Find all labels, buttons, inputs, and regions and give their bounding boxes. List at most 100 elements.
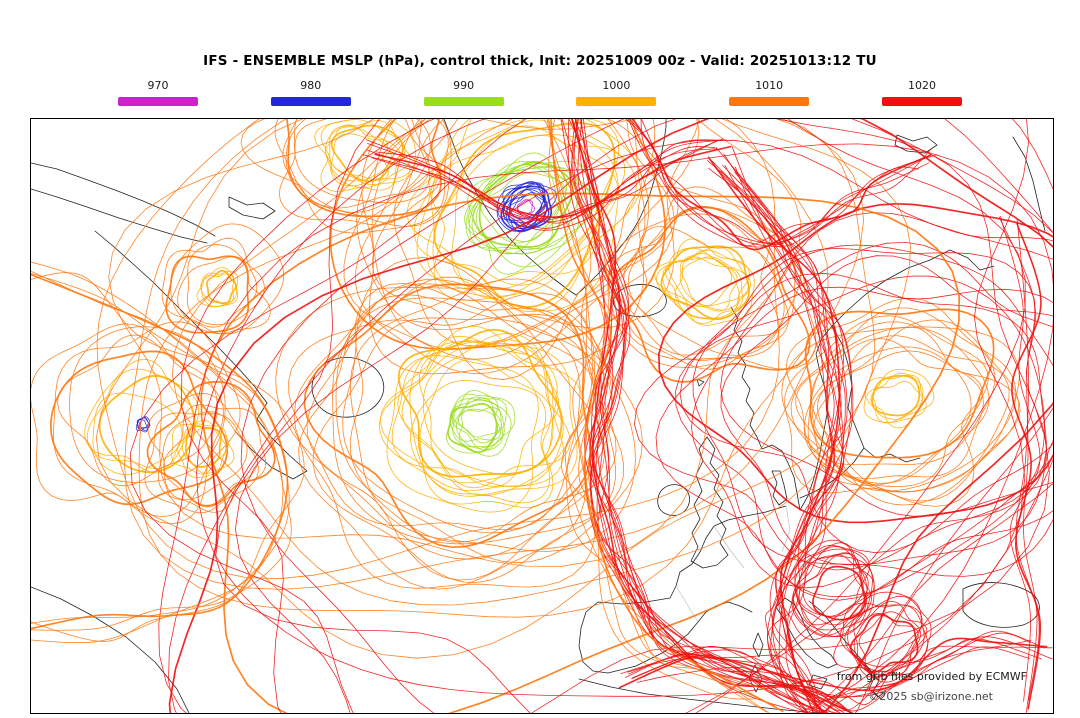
- legend-item-1020: 1020: [881, 79, 962, 106]
- contour-member: [609, 186, 796, 356]
- contour-member: [393, 119, 700, 347]
- pressure-legend: 970 980 990 1000 1010 1020: [118, 79, 962, 106]
- contour-member: [215, 119, 1053, 713]
- contour-member: [329, 119, 666, 350]
- contour-member: [794, 542, 875, 626]
- contour-member: [675, 275, 1045, 597]
- contour-member: [720, 255, 1053, 566]
- contour-member: [288, 276, 597, 530]
- contour-member: [285, 119, 452, 227]
- contour-member: [866, 373, 924, 424]
- contour-member: [201, 270, 239, 308]
- contour-member: [293, 283, 601, 589]
- contour-member: [95, 119, 876, 659]
- contour-member: [655, 238, 750, 320]
- contour-member: [366, 139, 726, 229]
- contour-member: [467, 164, 565, 242]
- contour-member: [641, 119, 919, 245]
- coastline-svalbard: [894, 134, 938, 154]
- contour-member: [274, 119, 430, 209]
- contour-member: [628, 226, 789, 370]
- contour-member: [298, 294, 586, 590]
- contour-member: [579, 119, 824, 713]
- contour-member: [714, 167, 844, 713]
- contour-member: [668, 247, 732, 307]
- contour-member: [451, 390, 516, 451]
- contour-member: [282, 119, 431, 213]
- coastline-canadian-arctic: [31, 162, 276, 244]
- legend-color-bar: [576, 97, 657, 106]
- contour-member: [335, 297, 643, 564]
- contour-member: [108, 119, 802, 567]
- contour-member: [628, 646, 1053, 702]
- contour-member: [654, 249, 755, 326]
- contour-member: [303, 283, 592, 549]
- map-frame: from grib files provided by ECMWF ©2025 …: [30, 118, 1054, 714]
- coastline-north-africa: [578, 678, 820, 713]
- coastline-st-lawrence: [234, 402, 308, 480]
- contour-member: [196, 119, 1029, 697]
- legend-item-990: 990: [423, 79, 504, 106]
- contour-member: [314, 119, 406, 192]
- contour-member: [343, 119, 675, 360]
- contour-member: [612, 206, 811, 383]
- legend-color-bar: [423, 97, 504, 106]
- contour-member: [550, 119, 784, 713]
- legend-label: 990: [453, 79, 475, 92]
- contour-member: [165, 255, 250, 334]
- contour-member: [362, 139, 727, 221]
- contour-member: [674, 256, 743, 324]
- legend-label: 1010: [755, 79, 784, 92]
- contour-member: [69, 326, 226, 483]
- contour-member: [320, 119, 416, 187]
- contour-member: [871, 374, 921, 417]
- contour-member: [449, 393, 501, 442]
- contour-member: [342, 257, 612, 534]
- contour-member: [146, 380, 276, 508]
- contour-member: [795, 338, 983, 487]
- legend-label: 980: [300, 79, 322, 92]
- attribution-provider: from grib files provided by ECMWF: [836, 670, 1027, 683]
- contour-member: [568, 119, 825, 713]
- contour-member: [560, 119, 841, 713]
- contour-member: [679, 256, 751, 311]
- contour-member: [138, 119, 829, 618]
- contour-member: [724, 165, 848, 713]
- contour-member: [662, 257, 740, 319]
- contour-member: [1000, 216, 1041, 702]
- contour-member: [129, 119, 1026, 713]
- contour-member: [582, 119, 809, 713]
- contour-member: [84, 359, 196, 473]
- contour-member: [803, 346, 972, 484]
- contour-member: [182, 423, 235, 474]
- legend-label: 970: [147, 79, 169, 92]
- contour-member: [418, 339, 564, 487]
- contour-member: [802, 553, 864, 617]
- contour-member: [325, 124, 389, 181]
- contour-member: [731, 145, 838, 713]
- legend-item-1010: 1010: [729, 79, 810, 106]
- contour-member: [31, 272, 305, 642]
- contour-member: [409, 341, 578, 497]
- contour-member: [31, 261, 292, 631]
- coastline-great-britain: [690, 436, 729, 569]
- contour-member: [813, 335, 1010, 493]
- contour-member: [575, 119, 829, 713]
- contour-member: [206, 269, 237, 305]
- legend-color-bar: [270, 97, 351, 106]
- contour-member: [618, 637, 1048, 692]
- contour-member: [361, 119, 656, 375]
- legend-label: 1020: [907, 79, 936, 92]
- contour-member: [567, 119, 821, 713]
- contour-member: [627, 630, 1045, 712]
- contour-member: [31, 270, 284, 643]
- contour-member: [380, 335, 558, 484]
- contour-member: [998, 216, 1038, 713]
- contour-member: [124, 119, 864, 590]
- contour-member: [451, 397, 502, 438]
- legend-color-bar: [729, 97, 810, 106]
- contour-member: [196, 273, 234, 308]
- contour-member: [177, 426, 229, 478]
- contour-member: [792, 552, 872, 636]
- contour-member: [371, 119, 679, 381]
